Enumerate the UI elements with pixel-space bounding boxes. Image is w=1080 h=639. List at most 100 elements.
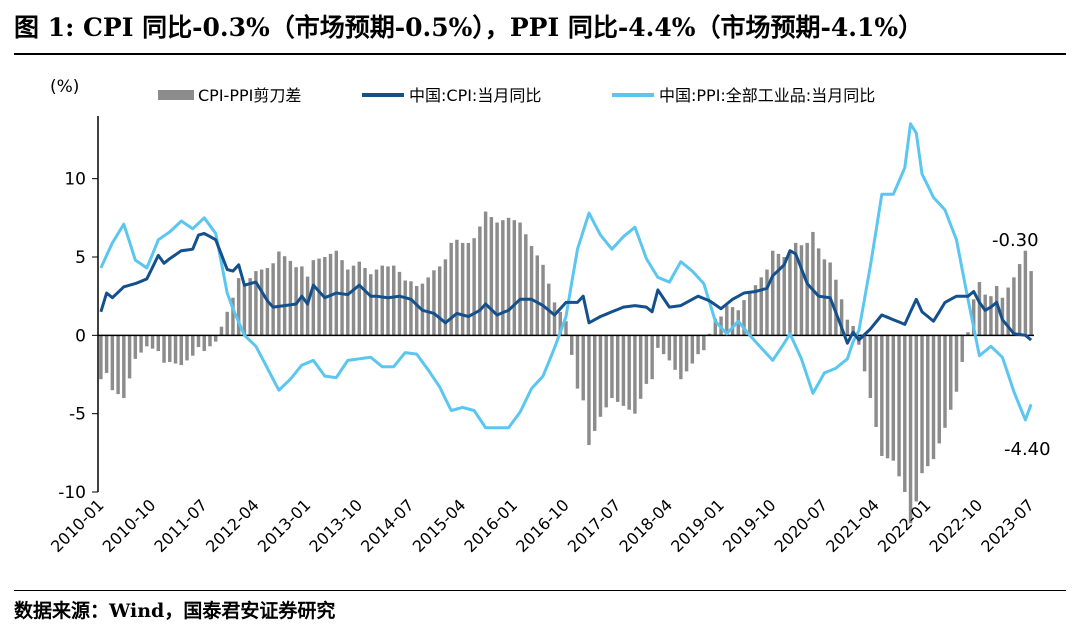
gap-bar bbox=[638, 335, 643, 399]
gap-bar bbox=[575, 335, 580, 389]
gap-bar bbox=[868, 335, 873, 398]
gap-bar bbox=[133, 335, 138, 359]
legend-label-cpi: 中国:CPI:当月同比 bbox=[409, 86, 541, 105]
gap-bar bbox=[954, 335, 959, 392]
gap-bar bbox=[610, 335, 614, 398]
gap-bar bbox=[357, 261, 361, 336]
gap-bar bbox=[236, 278, 241, 336]
x-tick-label: 2016-10 bbox=[512, 495, 573, 556]
gap-bar bbox=[351, 265, 356, 336]
gap-bar bbox=[460, 242, 465, 336]
source-note: 数据来源：Wind，国泰君安证券研究 bbox=[14, 600, 336, 622]
gap-bars bbox=[99, 211, 1033, 524]
x-tick-label: 2017-07 bbox=[564, 495, 625, 556]
gap-bar bbox=[960, 335, 964, 362]
cpi-last-value-label: -0.30 bbox=[992, 230, 1039, 251]
gap-bar bbox=[1029, 271, 1033, 336]
gap-bar bbox=[615, 335, 620, 402]
gap-bar bbox=[581, 335, 585, 401]
gap-bar bbox=[305, 276, 310, 336]
gap-bar bbox=[943, 335, 947, 428]
x-tick-label: 2012-04 bbox=[202, 495, 263, 556]
gap-bar bbox=[518, 222, 522, 336]
gap-bar bbox=[254, 271, 258, 336]
gap-bar bbox=[495, 222, 499, 336]
legend-label-ppi: 中国:PPI:全部工业品:当月同比 bbox=[659, 86, 875, 105]
gap-bar bbox=[805, 242, 809, 336]
chart: CPI-PPI剪刀差 中国:CPI:当月同比 中国:PPI:全部工业品:当月同比… bbox=[47, 77, 1051, 556]
gap-bar bbox=[725, 305, 729, 336]
gap-bar bbox=[656, 335, 660, 348]
x-tick-label: 2022-10 bbox=[926, 495, 987, 556]
gap-bar bbox=[811, 231, 815, 336]
x-tick-label: 2010-01 bbox=[47, 495, 108, 556]
gap-bar bbox=[920, 335, 924, 474]
gap-bar bbox=[845, 319, 850, 336]
gap-bar bbox=[926, 335, 930, 467]
gap-bar bbox=[541, 264, 545, 336]
gap-bar bbox=[650, 335, 654, 380]
gap-bar bbox=[397, 271, 402, 336]
gap-bar bbox=[673, 335, 677, 370]
gap-bar bbox=[173, 335, 178, 364]
gap-bar bbox=[489, 217, 494, 336]
gap-bar bbox=[294, 267, 298, 336]
gap-bar bbox=[633, 335, 637, 414]
gap-bar bbox=[271, 263, 275, 336]
gap-bar bbox=[213, 335, 218, 342]
gap-bar bbox=[891, 335, 896, 461]
legend-label-gap: CPI-PPI剪刀差 bbox=[198, 86, 301, 105]
gap-bar bbox=[443, 259, 448, 336]
gap-bar bbox=[1006, 287, 1010, 336]
gap-bar bbox=[288, 260, 293, 336]
x-tick-label: 2010-10 bbox=[99, 495, 160, 556]
gap-bar bbox=[977, 282, 982, 336]
gap-bar bbox=[374, 269, 379, 336]
gap-bar bbox=[437, 266, 442, 336]
gap-bar bbox=[558, 311, 562, 336]
gap-bar bbox=[661, 335, 666, 355]
y-tick-label: -10 bbox=[58, 483, 86, 503]
source-divider bbox=[14, 590, 1066, 591]
ppi-line bbox=[99, 122, 1033, 430]
gap-bar bbox=[449, 242, 453, 336]
x-axis-ticks: 2010-012010-102011-072012-042013-012013-… bbox=[47, 495, 1038, 556]
gap-bar bbox=[949, 335, 953, 410]
gap-bar bbox=[506, 217, 511, 336]
x-tick-label: 2015-04 bbox=[409, 495, 470, 556]
gap-bar bbox=[466, 242, 471, 336]
gap-bar bbox=[478, 226, 482, 336]
gap-bar bbox=[799, 245, 804, 336]
gap-bar bbox=[702, 335, 706, 351]
gap-bar bbox=[753, 285, 758, 336]
gap-bar bbox=[403, 280, 407, 336]
gap-bar bbox=[409, 281, 413, 336]
gap-bar bbox=[524, 234, 528, 336]
gap-bar bbox=[983, 294, 987, 336]
gap-bar bbox=[535, 255, 540, 336]
gap-bar bbox=[277, 251, 281, 336]
gap-bar bbox=[104, 335, 109, 373]
gap-bar bbox=[259, 269, 264, 336]
chart-title: 图 1: CPI 同比-0.3%（市场预期-0.5%），PPI 同比-4.4%（… bbox=[14, 13, 924, 42]
gap-bar bbox=[116, 335, 120, 395]
gap-bar bbox=[834, 279, 838, 336]
ppi-last-value-label: -4.40 bbox=[1004, 439, 1051, 460]
gap-bar bbox=[696, 335, 700, 355]
gap-bar bbox=[707, 333, 712, 336]
gap-bar bbox=[156, 335, 161, 351]
gap-bar bbox=[771, 250, 775, 336]
gap-bar bbox=[788, 252, 792, 336]
gap-bar bbox=[621, 335, 626, 406]
gap-bar bbox=[730, 307, 735, 336]
gap-bar bbox=[179, 335, 183, 366]
gap-bar bbox=[914, 335, 919, 502]
gap-bar bbox=[684, 335, 689, 372]
gap-bar bbox=[994, 285, 999, 336]
x-tick-label: 2016-01 bbox=[460, 495, 521, 556]
gap-bar bbox=[759, 277, 763, 336]
gap-bar bbox=[380, 265, 384, 336]
gap-bar bbox=[587, 335, 591, 445]
gap-bar bbox=[150, 335, 155, 349]
gap-bar bbox=[598, 335, 603, 417]
